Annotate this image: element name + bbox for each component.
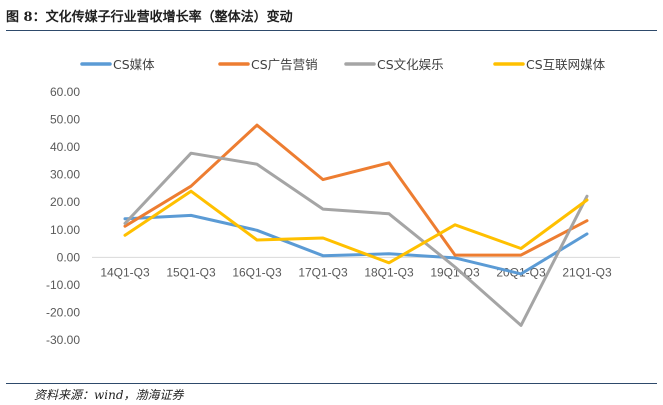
y-tick-label: 0.00 bbox=[57, 250, 81, 264]
y-tick-label: 10.00 bbox=[50, 223, 80, 237]
y-tick-label: 20.00 bbox=[50, 195, 80, 209]
figure-title: 图 8：文化传媒子行业营收增长率（整体法）变动 bbox=[6, 10, 293, 25]
legend-label-4: CS互联网媒体 bbox=[526, 57, 606, 72]
legend-label-2: CS广告营销 bbox=[251, 57, 318, 72]
legend-label-1: CS媒体 bbox=[113, 57, 155, 72]
title-divider bbox=[6, 30, 657, 31]
x-tick-label: 17Q1-Q3 bbox=[298, 265, 348, 279]
x-tick-label: 19Q1-Q3 bbox=[430, 265, 480, 279]
x-tick-label: 18Q1-Q3 bbox=[364, 265, 414, 279]
y-tick-label: 30.00 bbox=[50, 168, 80, 182]
legend-label-3: CS文化娱乐 bbox=[377, 57, 444, 72]
series-line-3 bbox=[123, 151, 589, 327]
x-tick-label: 14Q1-Q3 bbox=[100, 265, 150, 279]
x-tick-label: 16Q1-Q3 bbox=[232, 265, 282, 279]
series-line-1 bbox=[123, 213, 589, 276]
source-divider bbox=[6, 383, 657, 384]
series-line-4 bbox=[123, 189, 589, 265]
line-chart: -30.00 -20.00 -10.00 0.00 10.00 20.00 30.00 40.… bbox=[46, 57, 620, 347]
y-tick-label: -30.00 bbox=[46, 333, 80, 347]
x-tick-label: 15Q1-Q3 bbox=[166, 265, 216, 279]
y-tick-label: 40.00 bbox=[50, 140, 80, 154]
y-tick-label: 50.00 bbox=[50, 113, 80, 127]
y-tick-label: 60.00 bbox=[50, 85, 80, 99]
series-line-2 bbox=[123, 123, 589, 257]
y-tick-label: -20.00 bbox=[46, 305, 80, 319]
x-tick-label: 21Q1-Q3 bbox=[562, 265, 612, 279]
source-note: 资料来源：wind，渤海证券 bbox=[34, 388, 184, 402]
y-tick-label: -10.00 bbox=[46, 278, 80, 292]
